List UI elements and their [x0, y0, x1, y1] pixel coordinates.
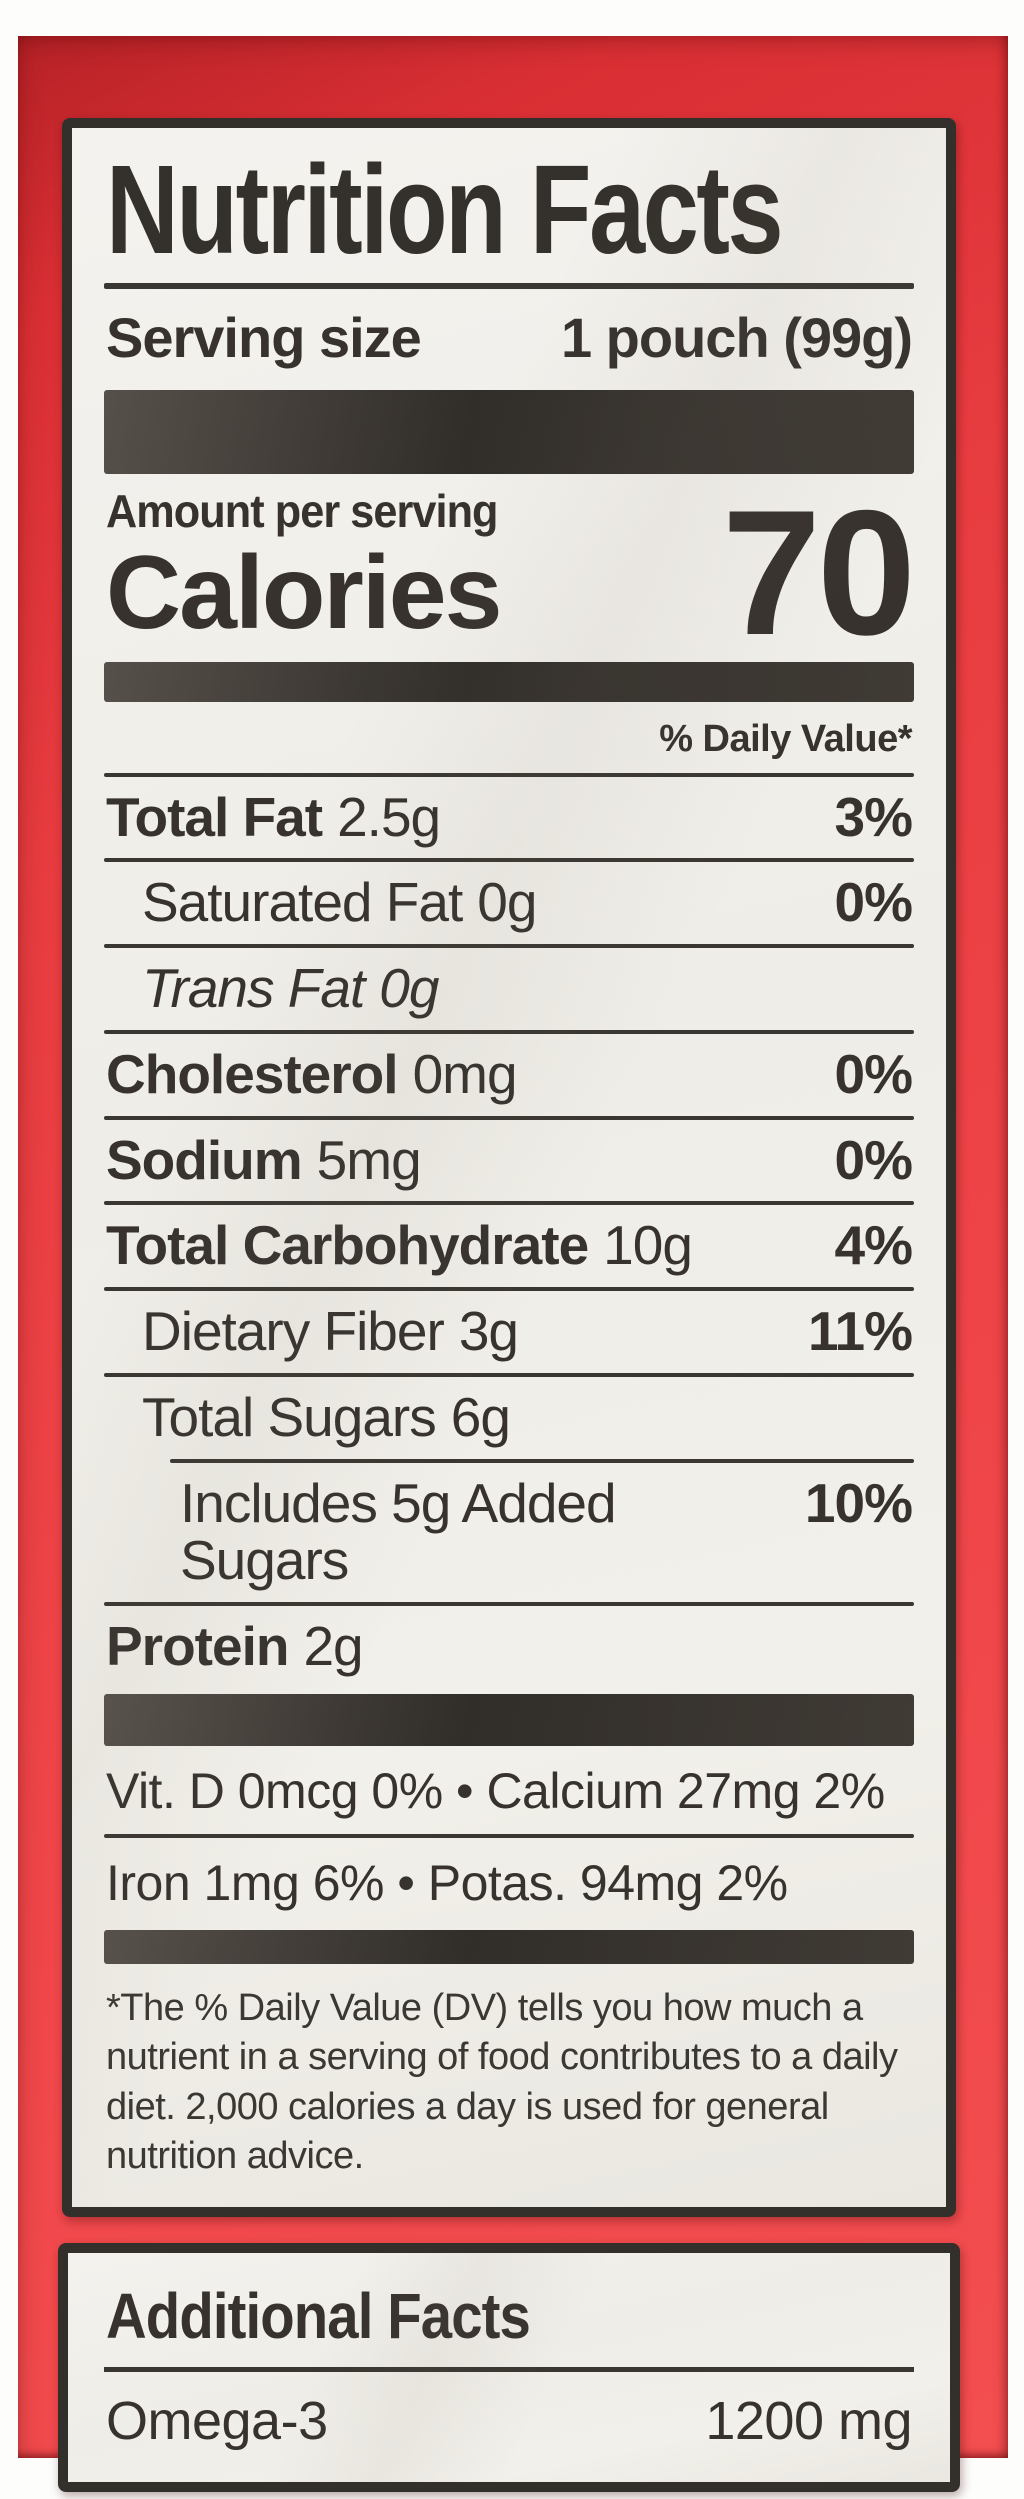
daily-value-footnote: *The % Daily Value (DV) tells you how mu… [106, 1986, 898, 2178]
nutrient-row-sodium: Sodium 5mg 0% [104, 1120, 914, 1202]
nutrient-name: Protein [106, 1615, 289, 1678]
nutrient-name: Sodium [106, 1128, 303, 1191]
nutrient-amount: 2g [303, 1615, 363, 1678]
nutrient-row-total-sugars: Total Sugars 6g [104, 1377, 914, 1459]
additional-facts-panel: Additional Facts Omega-3 1200 mg [58, 2243, 960, 2493]
red-pouch-background: Nutrition Facts Serving size 1 pouch (99… [18, 36, 1008, 2493]
calories-label: Calories [106, 534, 502, 651]
nutrient-amount: 0mg [412, 1042, 518, 1105]
nutrient-row-added-sugars: Includes 5g Added Sugars 10% [104, 1463, 914, 1603]
nutrient-daily-value: 4% [834, 1214, 913, 1277]
serving-size-value: 1 pouch (99g) [560, 305, 913, 369]
nutrient-daily-value: 11% [807, 1300, 913, 1363]
additional-fact-value: 1200 mg [705, 2391, 912, 2452]
nutrition-facts-title: Nutrition Facts [106, 139, 784, 280]
nutrient-amount: 3g [458, 1300, 519, 1363]
nutrient-amount: 0g [379, 957, 439, 1020]
thick-separator-bar [104, 389, 914, 474]
nutrient-name: Dietary Fiber [142, 1300, 445, 1363]
nutrition-facts-panel: Nutrition Facts Serving size 1 pouch (99… [62, 118, 956, 2218]
divider [104, 1201, 914, 1206]
nutrient-name: Total Sugars [142, 1385, 437, 1448]
nutrient-daily-value: 0% [834, 1042, 913, 1105]
nutrient-daily-value: 0% [834, 871, 913, 934]
amount-per-serving-label: Amount per serving [106, 484, 498, 537]
micronutrient-row-vitd-calcium: Vit. D 0mcg 0% • Calcium 27mg 2% [106, 1762, 885, 1819]
divider [104, 2367, 914, 2373]
nutrient-amount: 10g [603, 1214, 693, 1277]
nutrient-daily-value: 10% [804, 1471, 913, 1534]
nutrient-amount: 0g [477, 871, 537, 934]
additional-facts-title: Additional Facts [106, 2280, 531, 2353]
thick-separator-bar [104, 1693, 914, 1746]
divider [104, 1287, 914, 1292]
nutrient-amount: 6g [450, 1385, 511, 1448]
nutrient-amount: 2.5g [337, 785, 441, 848]
divider [104, 772, 914, 777]
nutrient-daily-value: 3% [834, 785, 913, 848]
micronutrient-row-iron-potassium: Iron 1mg 6% • Potas. 94mg 2% [106, 1854, 788, 1911]
nutrient-row-saturated-fat: Saturated Fat 0g 0% [104, 862, 914, 944]
thick-separator-bar [104, 661, 914, 702]
nutrient-name: Total Fat [106, 785, 323, 848]
divider [104, 1833, 914, 1838]
thick-separator-bar [104, 1929, 914, 1964]
divider [104, 1115, 914, 1120]
nutrient-name: Includes 5g Added Sugars [180, 1471, 617, 1592]
additional-fact-name: Omega-3 [106, 2391, 328, 2452]
serving-size-label: Serving size [106, 305, 422, 369]
divider [104, 1372, 914, 1377]
nutrient-row-dietary-fiber: Dietary Fiber 3g 11% [104, 1291, 914, 1373]
serving-size-row: Serving size 1 pouch (99g) [104, 289, 914, 390]
nutrient-row-total-fat: Total Fat 2.5g 3% [104, 777, 914, 859]
calories-row: Amount per serving Calories 70 [104, 472, 916, 672]
calories-value: 70 [722, 472, 916, 672]
divider [104, 944, 914, 949]
daily-value-header: % Daily Value* [659, 717, 912, 760]
nutrient-name: Cholesterol [106, 1042, 399, 1105]
nutrient-row-total-carbohydrate: Total Carbohydrate 10g 4% [104, 1205, 914, 1287]
divider [104, 282, 914, 289]
nutrient-name: Trans Fat [142, 957, 365, 1020]
divider [104, 1029, 914, 1034]
calories-left-column: Amount per serving Calories [106, 484, 523, 646]
nutrient-daily-value: 0% [834, 1128, 913, 1191]
nutrient-name: Total Carbohydrate [106, 1214, 589, 1277]
nutrient-amount: 5mg [316, 1128, 422, 1191]
additional-fact-row-omega3: Omega-3 1200 mg [104, 2372, 914, 2456]
divider [104, 858, 914, 863]
nutrient-row-protein: Protein 2g [104, 1606, 914, 1688]
divider [104, 1602, 914, 1607]
divider-indented [170, 1458, 914, 1463]
nutrient-name: Saturated Fat [142, 871, 463, 934]
nutrient-row-cholesterol: Cholesterol 0mg 0% [104, 1034, 914, 1116]
nutrient-row-trans-fat: Trans Fat 0g [104, 948, 914, 1030]
